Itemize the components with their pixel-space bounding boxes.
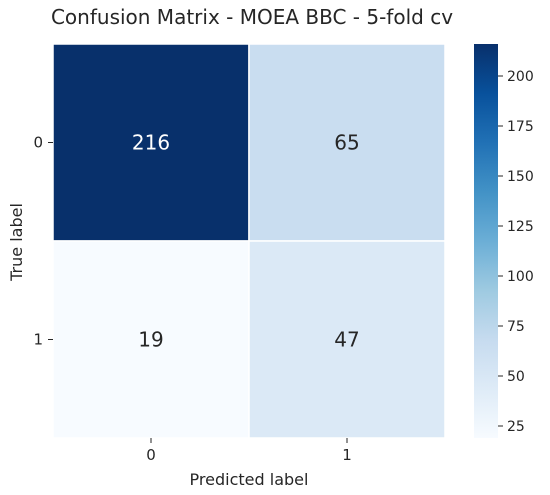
x-axis-label: Predicted label [190, 470, 309, 489]
x-tick-label: 0 [146, 446, 156, 464]
colorbar [474, 44, 498, 438]
colorbar-tick-label: 50 [507, 369, 525, 385]
y-axis-label: True label [7, 203, 26, 282]
heatmap-cell [248, 240, 446, 439]
colorbar-tick-label: 100 [507, 269, 534, 285]
y-tick-label: 1 [33, 331, 43, 349]
heatmap-cells [52, 43, 446, 439]
colorbar-tick-label: 150 [507, 169, 534, 185]
heatmap-cell [52, 240, 250, 439]
cell-value-label: 47 [334, 328, 359, 352]
colorbar-tick-label: 125 [507, 219, 534, 235]
heatmap-cell [52, 43, 250, 242]
chart-title: Confusion Matrix - MOEA BBC - 5-fold cv [51, 5, 453, 29]
cell-value-label: 216 [132, 131, 170, 155]
cell-value-label: 19 [138, 328, 163, 352]
colorbar-tick-label: 200 [507, 69, 534, 85]
colorbar-tick-label: 75 [507, 319, 525, 335]
y-tick-label: 0 [33, 134, 43, 152]
heatmap-cell-labels: 216 65 19 47 [132, 131, 360, 352]
colorbar-ticks: 25 50 75 100 125 150 175 200 [498, 69, 534, 435]
x-tick-label: 1 [342, 446, 352, 464]
colorbar-tick-label: 175 [507, 119, 534, 135]
cell-value-label: 65 [334, 131, 359, 155]
y-axis-ticks: 01 [33, 134, 53, 349]
colorbar-tick-label: 25 [507, 419, 525, 435]
heatmap-cell [248, 43, 446, 242]
